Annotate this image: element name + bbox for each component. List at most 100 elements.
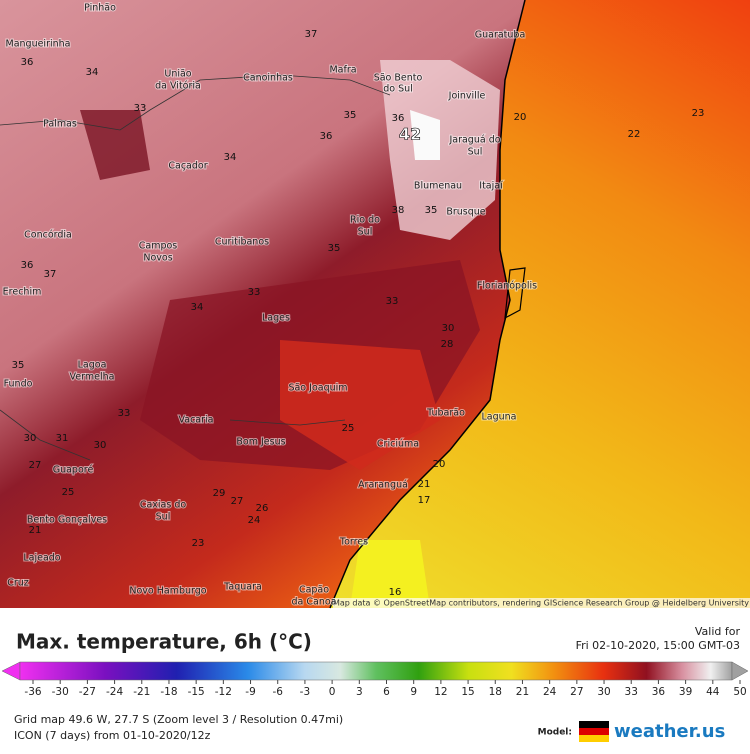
legend-title: Max. temperature, 6h (°C): [16, 630, 312, 654]
colorbar: [19, 661, 733, 681]
city-label: São Bento: [374, 73, 423, 84]
contour-label: 20: [433, 459, 446, 470]
colorbar-tick-label: -30: [52, 686, 69, 698]
city-label: Florianópolis: [477, 281, 537, 292]
colorbar-tick-label: -15: [188, 686, 205, 698]
contour-label: 34: [224, 152, 237, 163]
city-label: Mangueirinha: [6, 39, 71, 50]
colorbar-tick-label: 3: [356, 686, 363, 698]
city-label: da Canoa: [292, 597, 337, 608]
contour-label: 38: [392, 205, 405, 216]
colorbar-tick-label: 33: [625, 686, 638, 698]
colorbar-tick-label: 6: [383, 686, 390, 698]
contour-label: 33: [118, 408, 131, 419]
valid-time: Fri 02-10-2020, 15:00 GMT-03: [576, 639, 740, 652]
city-label: Sul: [468, 147, 483, 158]
city-label: Sul: [156, 512, 171, 523]
city-label: Jaraguá do: [448, 135, 500, 146]
contour-label: 30: [442, 323, 455, 334]
contour-label: 26: [256, 503, 269, 514]
brand-logo: weather.us: [614, 721, 725, 742]
city-label: Tubarão: [426, 408, 465, 419]
city-label: Campos: [139, 241, 178, 252]
city-label: Araranguá: [358, 480, 408, 491]
city-label: Vacaria: [179, 415, 214, 426]
legend-panel: Max. temperature, 6h (°C) Valid for Fri …: [1, 625, 749, 742]
contour-label: 20: [514, 112, 527, 123]
city-label: Torres: [339, 537, 368, 548]
colorbar-tick-label: -6: [272, 686, 283, 698]
colorbar-tick-label: 36: [652, 686, 666, 698]
contour-label: 35: [425, 205, 438, 216]
contour-label: 27: [29, 460, 42, 471]
grid-info: Grid map 49.6 W, 27.7 S (Zoom level 3 / …: [14, 713, 343, 726]
city-label: Curitibanos: [215, 237, 269, 248]
colorbar-tick-label: 39: [679, 686, 692, 698]
contour-label: 36: [21, 260, 34, 271]
colorbar-tick-label: -3: [300, 686, 310, 698]
contour-label: 27: [231, 496, 244, 507]
contour-label: 29: [213, 488, 226, 499]
colorbar-tick-label: -9: [245, 686, 255, 698]
city-label: do Sul: [383, 84, 413, 95]
contour-label: 33: [248, 287, 261, 298]
contour-label: 35: [328, 243, 341, 254]
city-label: Novo Hamburgo: [129, 586, 206, 597]
colorbar-tick-label: 12: [434, 686, 447, 698]
contour-label: 21: [29, 525, 42, 536]
city-label: Palmas: [43, 119, 77, 130]
valid-label: Valid for: [695, 625, 741, 638]
colorbar-tick-label: 27: [570, 686, 583, 698]
contour-label: 30: [24, 433, 37, 444]
contour-label: 16: [389, 587, 402, 598]
city-label: Erechim: [3, 287, 42, 298]
colorbar-tick-label: -27: [79, 686, 96, 698]
colorbar-tick-label: 44: [706, 686, 720, 698]
city-label: Fundo: [4, 379, 33, 390]
contour-label: 37: [44, 269, 57, 280]
city-label: Sul: [358, 227, 373, 238]
city-label: Lagoa: [78, 360, 107, 371]
city-label: Bento Gonçalves: [27, 515, 107, 526]
colorbar-tick-label: 15: [461, 686, 474, 698]
contour-label: 34: [191, 302, 204, 313]
contour-label: 34: [86, 67, 99, 78]
contour-label: 23: [692, 108, 705, 119]
city-label: Guaporé: [53, 465, 94, 476]
contour-label: 37: [305, 29, 318, 40]
city-label: Lages: [262, 313, 290, 324]
city-label: Blumenau: [414, 181, 462, 192]
colorbar-tick-label: -12: [215, 686, 232, 698]
city-label: São Joaquim: [288, 383, 347, 394]
city-label: Joinville: [448, 91, 486, 102]
city-label: Pinhão: [84, 3, 116, 14]
map: Map data © OpenStreetMap contributors, r…: [0, 0, 750, 609]
contour-label: 21: [418, 479, 431, 490]
city-label: Brusque: [446, 207, 485, 218]
city-label: União: [164, 69, 191, 80]
city-label: Concórdia: [24, 230, 72, 241]
city-label: Taquara: [223, 582, 262, 593]
contour-label: 25: [342, 423, 355, 434]
model-run: ICON (7 days) from 01-10-2020/12z: [14, 729, 211, 742]
colorbar-tick-label: 24: [543, 686, 557, 698]
city-label: Criciúma: [377, 439, 419, 450]
colorbar-tick-label: -21: [133, 686, 150, 698]
colorbar-tick-label: -36: [24, 686, 41, 698]
contour-label: 17: [418, 495, 431, 506]
contour-label: 42: [399, 125, 421, 144]
contour-label: 25: [62, 487, 75, 498]
contour-label: 24: [248, 515, 261, 526]
city-label: Guaratuba: [475, 30, 526, 41]
map-attribution: Map data © OpenStreetMap contributors, r…: [333, 599, 749, 608]
colorbar-tick-label: 21: [516, 686, 529, 698]
city-label: Capão: [299, 585, 329, 596]
colorbar-tick-label: 18: [489, 686, 502, 698]
contour-label: 23: [192, 538, 205, 549]
contour-label: 36: [392, 113, 405, 124]
city-label: Laguna: [481, 412, 516, 423]
city-label: Itajaí: [479, 181, 503, 192]
contour-label: 33: [386, 296, 399, 307]
colorbar-tick-label: -18: [160, 686, 177, 698]
contour-label: 22: [628, 129, 641, 140]
